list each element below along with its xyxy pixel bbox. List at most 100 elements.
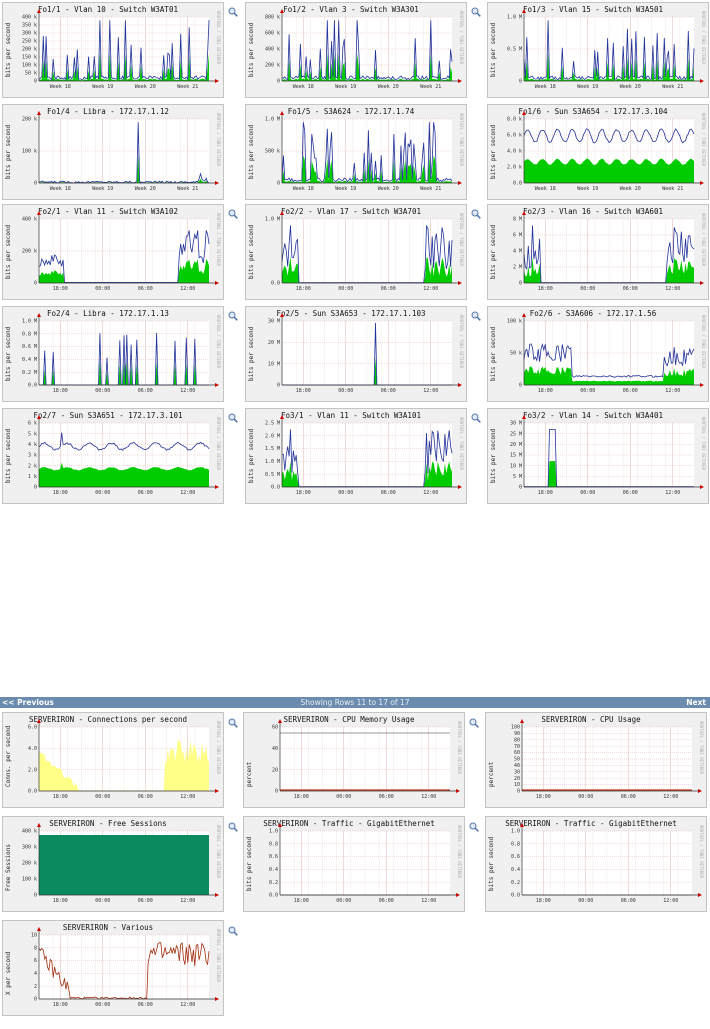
graph-tile[interactable]: SERVERIRON - Traffic - GigabitEthernet bi… <box>485 816 707 912</box>
y-tick-label: 0.5 M <box>265 472 280 478</box>
graph-tile[interactable]: Fo2/7 - Sun S3A651 - 172.17.3.101 bits pe… <box>2 408 224 504</box>
zoom-icon[interactable] <box>471 204 481 219</box>
x-axis-arrow <box>458 181 462 185</box>
graph-tile[interactable]: SERVERIRON - Various X per second RRDTOOL … <box>2 920 224 1016</box>
rrdtool-watermark: RRDTOOL / TOBI OETIKER <box>699 721 704 774</box>
graph-tile[interactable]: Fo1/4 - Libra - 172.17.1.12 bits per seco… <box>2 104 224 200</box>
graph-plot: 0 20 40 60 18:00 00:00 06:00 12:00 <box>272 719 460 800</box>
graph-tile[interactable]: SERVERIRON - Traffic - GigabitEthernet bi… <box>243 816 465 912</box>
zoom-icon[interactable] <box>471 2 481 17</box>
y-tick-label: 2.0 M <box>265 433 280 439</box>
graph-tile[interactable]: Fo2/2 - Vlan 17 - Switch W3A701 bits per … <box>245 204 467 300</box>
graph-tile[interactable]: Fo2/4 - Libra - 172.17.1.13 bits per seco… <box>2 306 224 402</box>
x-tick-label: Week 21 <box>420 84 441 90</box>
zoom-icon[interactable] <box>228 2 238 17</box>
rrdtool-watermark: RRDTOOL / TOBI OETIKER <box>459 417 464 470</box>
zoom-icon[interactable] <box>228 306 238 321</box>
zoom-icon[interactable] <box>228 921 238 936</box>
zoom-icon[interactable] <box>471 408 481 423</box>
y-tick-label: 0.0 <box>513 181 522 187</box>
x-tick-label: 00:00 <box>580 286 595 292</box>
y-tick-label: 60 <box>514 750 520 756</box>
graph-plot: 0.0 1.0 M 18:00 00:00 06:00 12:00 <box>265 211 462 292</box>
zoom-icon[interactable] <box>469 713 479 728</box>
y-tick-label: 0 <box>34 79 37 85</box>
y-tick-label: 0.0 <box>271 281 280 287</box>
y-tick-label: 100 k <box>22 149 37 155</box>
y-tick-label: 4 k <box>28 442 37 448</box>
graph-tile[interactable]: SERVERIRON - Free Sessions Free Sessions R… <box>2 816 224 912</box>
graph-tile[interactable]: Fo2/5 - Sun S3A653 - 172.17.1.103 bits pe… <box>245 306 467 402</box>
x-tick-label: Week 20 <box>378 186 399 192</box>
y-axis-arrow <box>278 823 282 827</box>
y-axis-arrow <box>280 313 284 317</box>
y-tick-label: 0 <box>34 893 37 899</box>
y-tick-label: 80 <box>514 737 520 743</box>
y-tick-label: 0 <box>277 383 280 389</box>
graph-tile[interactable]: Fo3/1 - Vlan 11 - Switch W3A101 bits per … <box>245 408 467 504</box>
y-axis-arrow <box>520 719 524 723</box>
x-tick-label: 06:00 <box>621 898 636 904</box>
graph-tile[interactable]: Fo3/2 - Vlan 14 - Switch W3A401 bits per … <box>487 408 709 504</box>
y-tick-label: 0 <box>519 281 522 287</box>
zoom-icon[interactable] <box>469 817 479 832</box>
y-tick-label: 200 k <box>22 117 37 123</box>
previous-link[interactable]: << Previous <box>2 698 54 707</box>
x-tick-label: 12:00 <box>180 794 195 800</box>
y-tick-label: 200 k <box>22 47 37 53</box>
rrdtool-watermark: RRDTOOL / TOBI OETIKER <box>216 825 221 878</box>
zoom-icon[interactable] <box>228 408 238 423</box>
y-tick-label: 50 <box>514 757 520 763</box>
zoom-icon[interactable] <box>228 817 238 832</box>
graph-title: SERVERIRON - CPU Usage <box>541 715 641 724</box>
x-axis-arrow <box>215 789 219 793</box>
x-tick-label: 12:00 <box>421 794 436 800</box>
y-tick-label: 25 M <box>510 431 522 437</box>
graph-tile[interactable]: Fo2/6 - S3A606 - 172.17.1.56 bits per sec… <box>487 306 709 402</box>
y-tick-label: 30 M <box>268 319 280 325</box>
x-tick-label: Week 18 <box>535 186 556 192</box>
graph-tile[interactable]: SERVERIRON - CPU Memory Usage percent RRDT… <box>243 712 465 808</box>
graph-title: Fo1/3 - Vlan 15 - Switch W3A501 <box>523 5 663 14</box>
zoom-icon[interactable] <box>228 204 238 219</box>
y-axis-arrow <box>522 415 526 419</box>
y-tick-label: 1.0 M <box>265 117 280 123</box>
x-tick-label: 06:00 <box>623 490 638 496</box>
y-tick-label: 1.0 M <box>265 459 280 465</box>
rrdtool-watermark: RRDTOOL / TOBI OETIKER <box>459 315 464 368</box>
series-area <box>39 484 209 487</box>
graph-tile[interactable]: Fo1/1 - Vlan 10 - Switch W3AT01 bits per … <box>2 2 224 98</box>
y-tick-label: 70 <box>514 744 520 750</box>
graph-tile[interactable]: Fo1/2 - Vlan 3 - Switch W3A301 bits per s… <box>245 2 467 98</box>
y-tick-label: 0 <box>275 789 278 795</box>
y-axis-arrow <box>522 313 526 317</box>
y-tick-label: 1.0 M <box>265 217 280 223</box>
y-tick-label: 0 <box>277 79 280 85</box>
graph-tile[interactable]: Fo1/5 - S3A624 - 172.17.1.74 bits per sec… <box>245 104 467 200</box>
y-axis-arrow <box>37 719 41 723</box>
y-tick-label: 1.0 M <box>22 319 37 325</box>
y-axis-arrow <box>522 111 526 115</box>
zoom-icon[interactable] <box>471 306 481 321</box>
graph-title: SERVERIRON - Connections per second <box>28 715 188 724</box>
y-tick-label: 10 <box>31 933 37 939</box>
graph-tile[interactable]: SERVERIRON - CPU Usage percent RRDTOOL / T… <box>485 712 707 808</box>
next-link[interactable]: Next <box>686 698 706 707</box>
zoom-icon[interactable] <box>228 713 238 728</box>
x-tick-label: 12:00 <box>663 898 678 904</box>
y-tick-label: 40 <box>514 763 520 769</box>
graph-tile[interactable]: Fo2/1 - Vlan 11 - Switch W3A102 bits per … <box>2 204 224 300</box>
graph-tile[interactable]: Fo1/6 - Sun S3A654 - 172.17.3.104 bits pe… <box>487 104 709 200</box>
x-tick-label: 00:00 <box>95 490 110 496</box>
graph-title: Fo1/6 - Sun S3A654 - 172.17.3.104 <box>518 107 668 116</box>
x-tick-label: Week 21 <box>662 84 683 90</box>
x-tick-label: 06:00 <box>379 794 394 800</box>
graph-tile[interactable]: Fo2/3 - Vlan 16 - Switch W3A601 bits per … <box>487 204 709 300</box>
x-tick-label: Week 20 <box>135 186 156 192</box>
graph-tile[interactable]: Fo1/3 - Vlan 15 - Switch W3A501 bits per … <box>487 2 709 98</box>
x-tick-label: 12:00 <box>180 490 195 496</box>
graph-tile[interactable]: SERVERIRON - Connections per second Conns… <box>2 712 224 808</box>
graph-plot: 0.0 0.2 0.4 0.6 0.8 1.0 18:00 00:00 06:00 12:00 <box>511 823 702 904</box>
y-tick-label: 100 k <box>22 877 37 883</box>
x-tick-label: 18:00 <box>53 286 68 292</box>
